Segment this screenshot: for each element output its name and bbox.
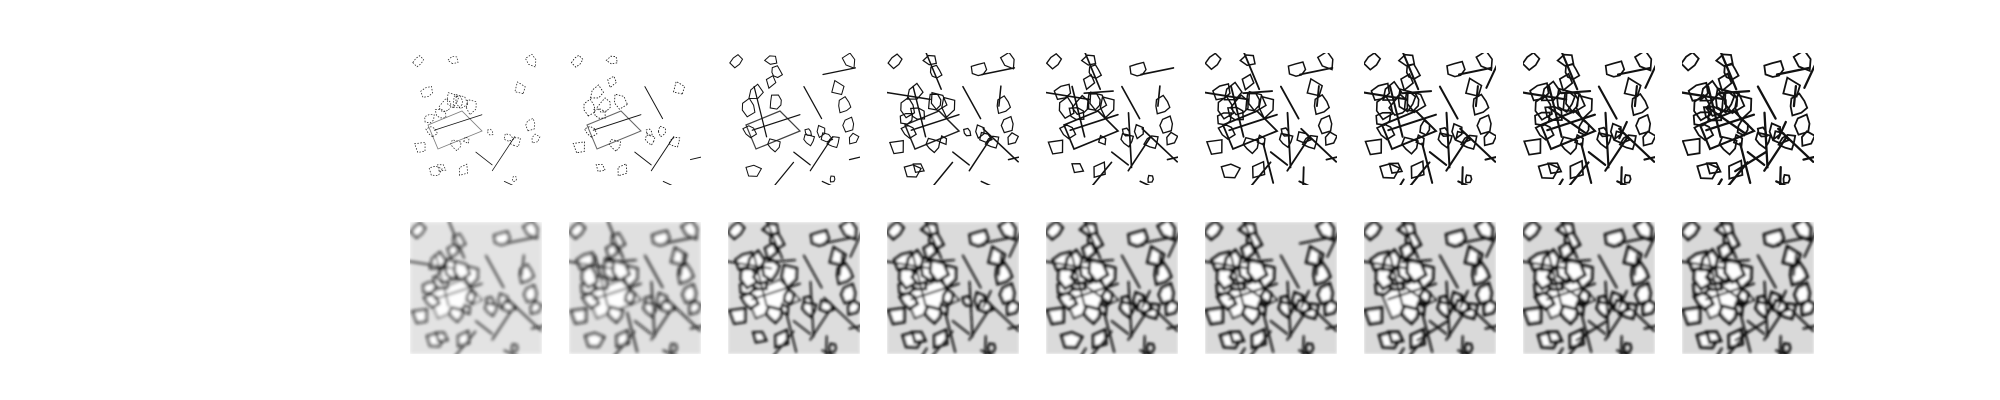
binary-edge-maps-tile-7 [1364, 53, 1496, 185]
blurred-reconstructions-tile-3 [728, 222, 860, 354]
binary-edge-maps-tile-3 [729, 53, 860, 185]
binary-edge-maps-tile-6 [1205, 53, 1337, 185]
binary-edge-maps-tile-8 [1523, 53, 1655, 185]
blurred-reconstructions-tile-4 [887, 222, 1019, 354]
blurred-reconstructions-tile-8 [1523, 222, 1655, 354]
binary-edge-maps-tile-2 [570, 54, 701, 185]
binary-edge-maps-tile-5 [1046, 53, 1178, 185]
blurred-reconstructions-tile-1 [410, 222, 542, 354]
binary-edge-maps-tile-9 [1682, 53, 1814, 185]
binary-edge-maps-tile-4 [887, 53, 1019, 185]
blurred-reconstructions-tile-5 [1046, 222, 1178, 354]
blurred-reconstructions-tile-9 [1682, 222, 1814, 354]
blurred-reconstructions-tile-6 [1205, 222, 1337, 354]
blurred-reconstructions-tile-7 [1364, 222, 1496, 354]
blurred-reconstructions-tile-2 [569, 222, 701, 354]
binary-edge-maps-tile-1 [412, 53, 541, 185]
